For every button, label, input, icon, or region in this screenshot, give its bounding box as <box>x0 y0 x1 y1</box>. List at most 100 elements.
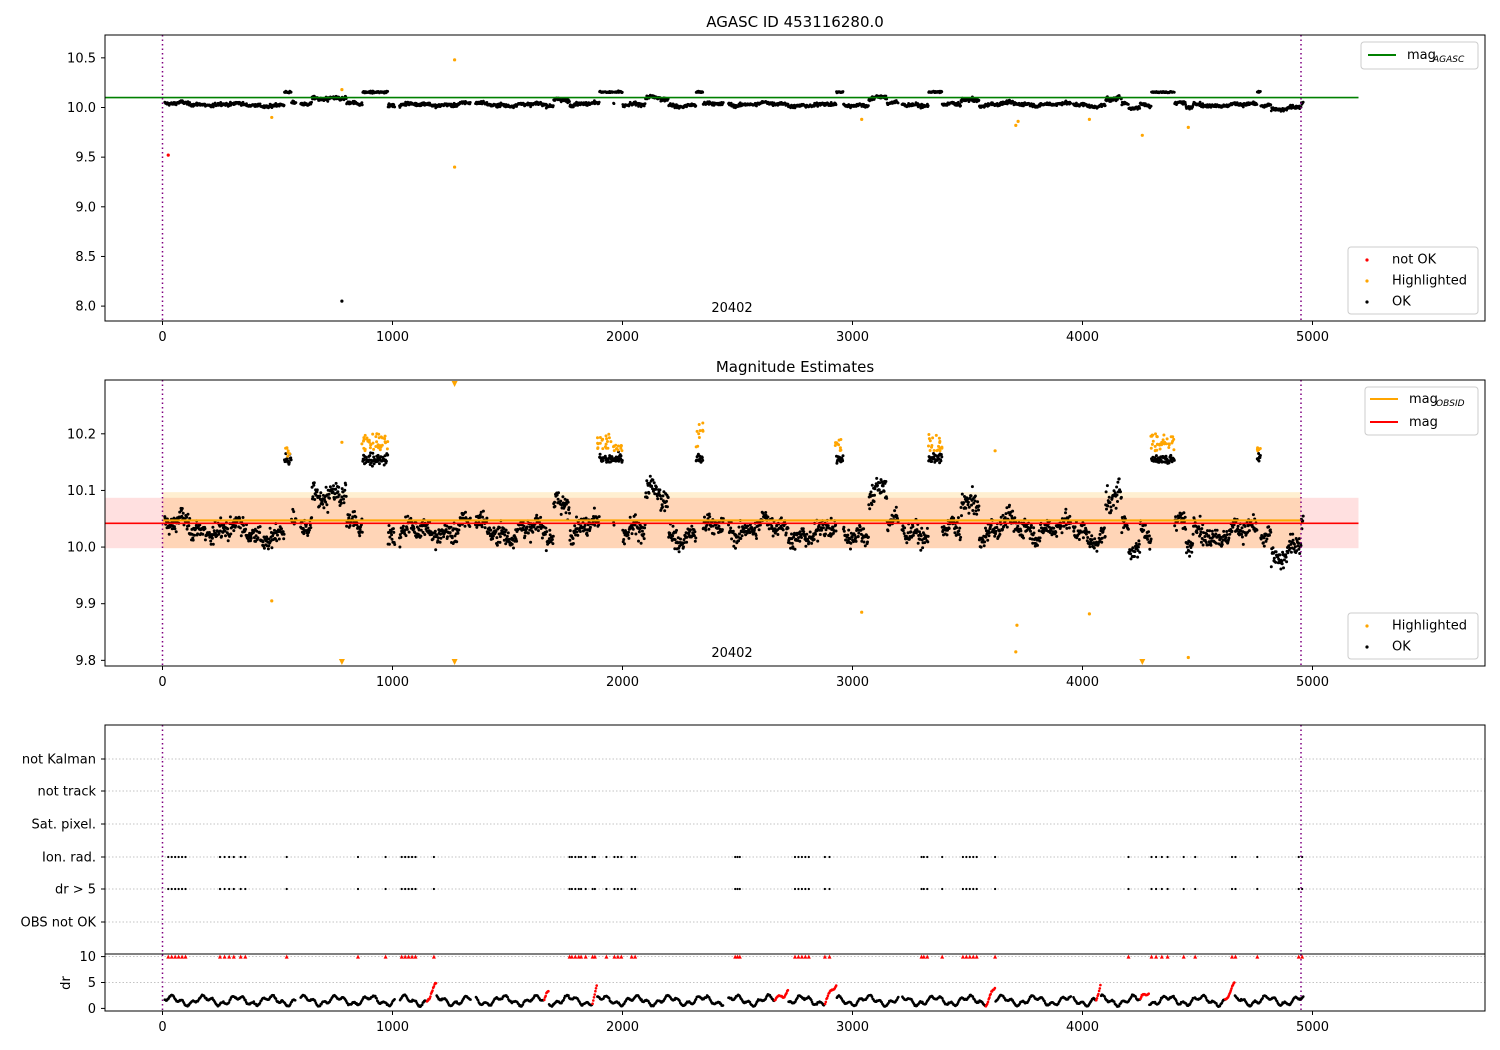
agasc-panel: AGASC ID 453116280.0 0 1000 2000 3000 4000 50… <box>67 13 1486 345</box>
estimate-ok-point <box>1122 526 1126 530</box>
estimate-ok-point <box>808 530 812 534</box>
estimate-ok-point <box>1093 537 1097 541</box>
estimate-ok-point <box>315 488 319 492</box>
estimate-ok-point <box>970 503 973 507</box>
legend-label: OK <box>1392 295 1411 310</box>
estimate-ok-point <box>661 505 664 509</box>
estimate-ok-point <box>529 540 533 544</box>
estimate-ok-point <box>959 535 963 539</box>
agasc-ok-point <box>884 94 888 98</box>
estimate-ok-point <box>1038 536 1042 540</box>
agasc-ok-point <box>393 105 397 109</box>
estimate-ok-point <box>882 489 886 493</box>
estimate-ok-point <box>771 534 775 538</box>
estimate-ok-point <box>721 517 725 521</box>
estimate-ok-point <box>862 540 866 544</box>
estimate-ok-point <box>1102 526 1106 530</box>
estimate-ok-point <box>498 540 502 544</box>
agasc-ok-point <box>1269 109 1273 113</box>
estimate-ok-point <box>633 523 637 527</box>
estimate-ok-point <box>267 537 271 541</box>
estimate-ok-point <box>814 532 817 536</box>
estimate-ok-point <box>268 526 272 530</box>
estimate-ok-point <box>1106 504 1110 508</box>
estimate-ok-point <box>194 526 198 530</box>
agasc-panel-yticks: 8.08.59.09.510.010.5 <box>67 51 105 315</box>
estimate-ok-point <box>1105 484 1109 488</box>
estimate-ok-point <box>671 534 675 538</box>
estimate-ok-point <box>324 500 328 504</box>
estimate-ok-point <box>182 523 186 527</box>
estimate-ok-point <box>957 533 961 536</box>
y-tick-label: 10.0 <box>67 101 96 116</box>
estimate-ok-point <box>737 525 741 529</box>
estimate-ok-point <box>870 503 874 507</box>
estimate-ok-point <box>758 523 762 527</box>
estimate-ok-point <box>312 481 316 485</box>
estimate-ok-point <box>645 479 649 483</box>
estimate-ok-point <box>401 524 405 528</box>
estimate-ok-point <box>1134 542 1138 545</box>
estimate-ok-point <box>585 533 589 537</box>
estimate-ok-point <box>818 533 822 536</box>
estimate-ok-point <box>1173 524 1177 528</box>
estimate-ok-point <box>976 500 980 504</box>
estimate-ok-point <box>884 480 888 483</box>
estimate-ok-point <box>690 524 694 528</box>
estimate-ok-point <box>885 496 889 500</box>
estimate-ok-point <box>344 483 348 487</box>
estimate-ok-point <box>502 538 506 542</box>
estimate-ok-point <box>481 509 485 513</box>
estimate-ok-point <box>1214 532 1218 536</box>
estimate-ok-point <box>584 516 588 520</box>
estimate-ok-point <box>619 454 623 458</box>
estimate-ok-point <box>673 538 677 542</box>
estimate-ok-point <box>969 494 973 498</box>
estimate-ok-point <box>1195 531 1199 535</box>
estimate-ok-point <box>967 505 971 509</box>
estimate-ok-point <box>226 539 230 543</box>
estimate-ok-point <box>576 533 580 537</box>
estimate-ok-point <box>275 539 279 543</box>
estimate-ok-point <box>828 526 831 530</box>
estimate-ok-point <box>1008 503 1011 507</box>
estimate-ok-point <box>1129 557 1133 561</box>
estimate-ok-point <box>174 530 178 534</box>
estimate-ok-point <box>790 541 794 545</box>
y-tick-label: 8.0 <box>75 300 96 315</box>
estimate-ok-point <box>972 501 976 505</box>
estimate-ok-point <box>478 513 482 517</box>
estimate-ok-point <box>821 526 825 530</box>
estimate-ok-point <box>306 534 310 537</box>
estimate-ok-point <box>561 495 565 499</box>
estimate-ok-point <box>255 529 259 533</box>
estimate-ok-point <box>1108 501 1112 504</box>
estimate-ok-point <box>285 457 289 461</box>
estimate-ok-point <box>1164 454 1168 458</box>
estimate-ok-point <box>431 537 435 541</box>
estimate-ok-point <box>1201 543 1205 547</box>
estimate-ok-point <box>811 534 815 538</box>
agasc-ok-point <box>1198 100 1202 104</box>
estimate-ok-point <box>866 535 870 539</box>
estimate-ok-point <box>901 529 905 533</box>
estimate-ok-point <box>1125 524 1129 527</box>
estimate-ok-point <box>531 530 535 534</box>
estimate-ok-point <box>727 523 730 527</box>
estimate-ok-point <box>372 455 376 459</box>
estimate-ok-point <box>539 515 543 519</box>
estimate-ok-point <box>1060 531 1064 535</box>
x-tick-label: 5000 <box>1296 330 1329 345</box>
estimate-ok-point <box>256 536 260 540</box>
estimate-ok-point <box>390 537 394 541</box>
estimate-ok-point <box>1109 511 1112 515</box>
estimate-ok-point <box>856 535 860 538</box>
estimate-ok-point <box>693 539 697 543</box>
estimate-ok-point <box>1047 525 1051 529</box>
estimate-ok-point <box>564 502 568 506</box>
estimate-ok-point <box>312 483 316 487</box>
agasc-highlighted-point <box>453 58 457 62</box>
estimate-ok-point <box>925 526 929 530</box>
agasc-ok-point <box>1259 90 1262 93</box>
estimate-ok-point <box>331 487 335 491</box>
